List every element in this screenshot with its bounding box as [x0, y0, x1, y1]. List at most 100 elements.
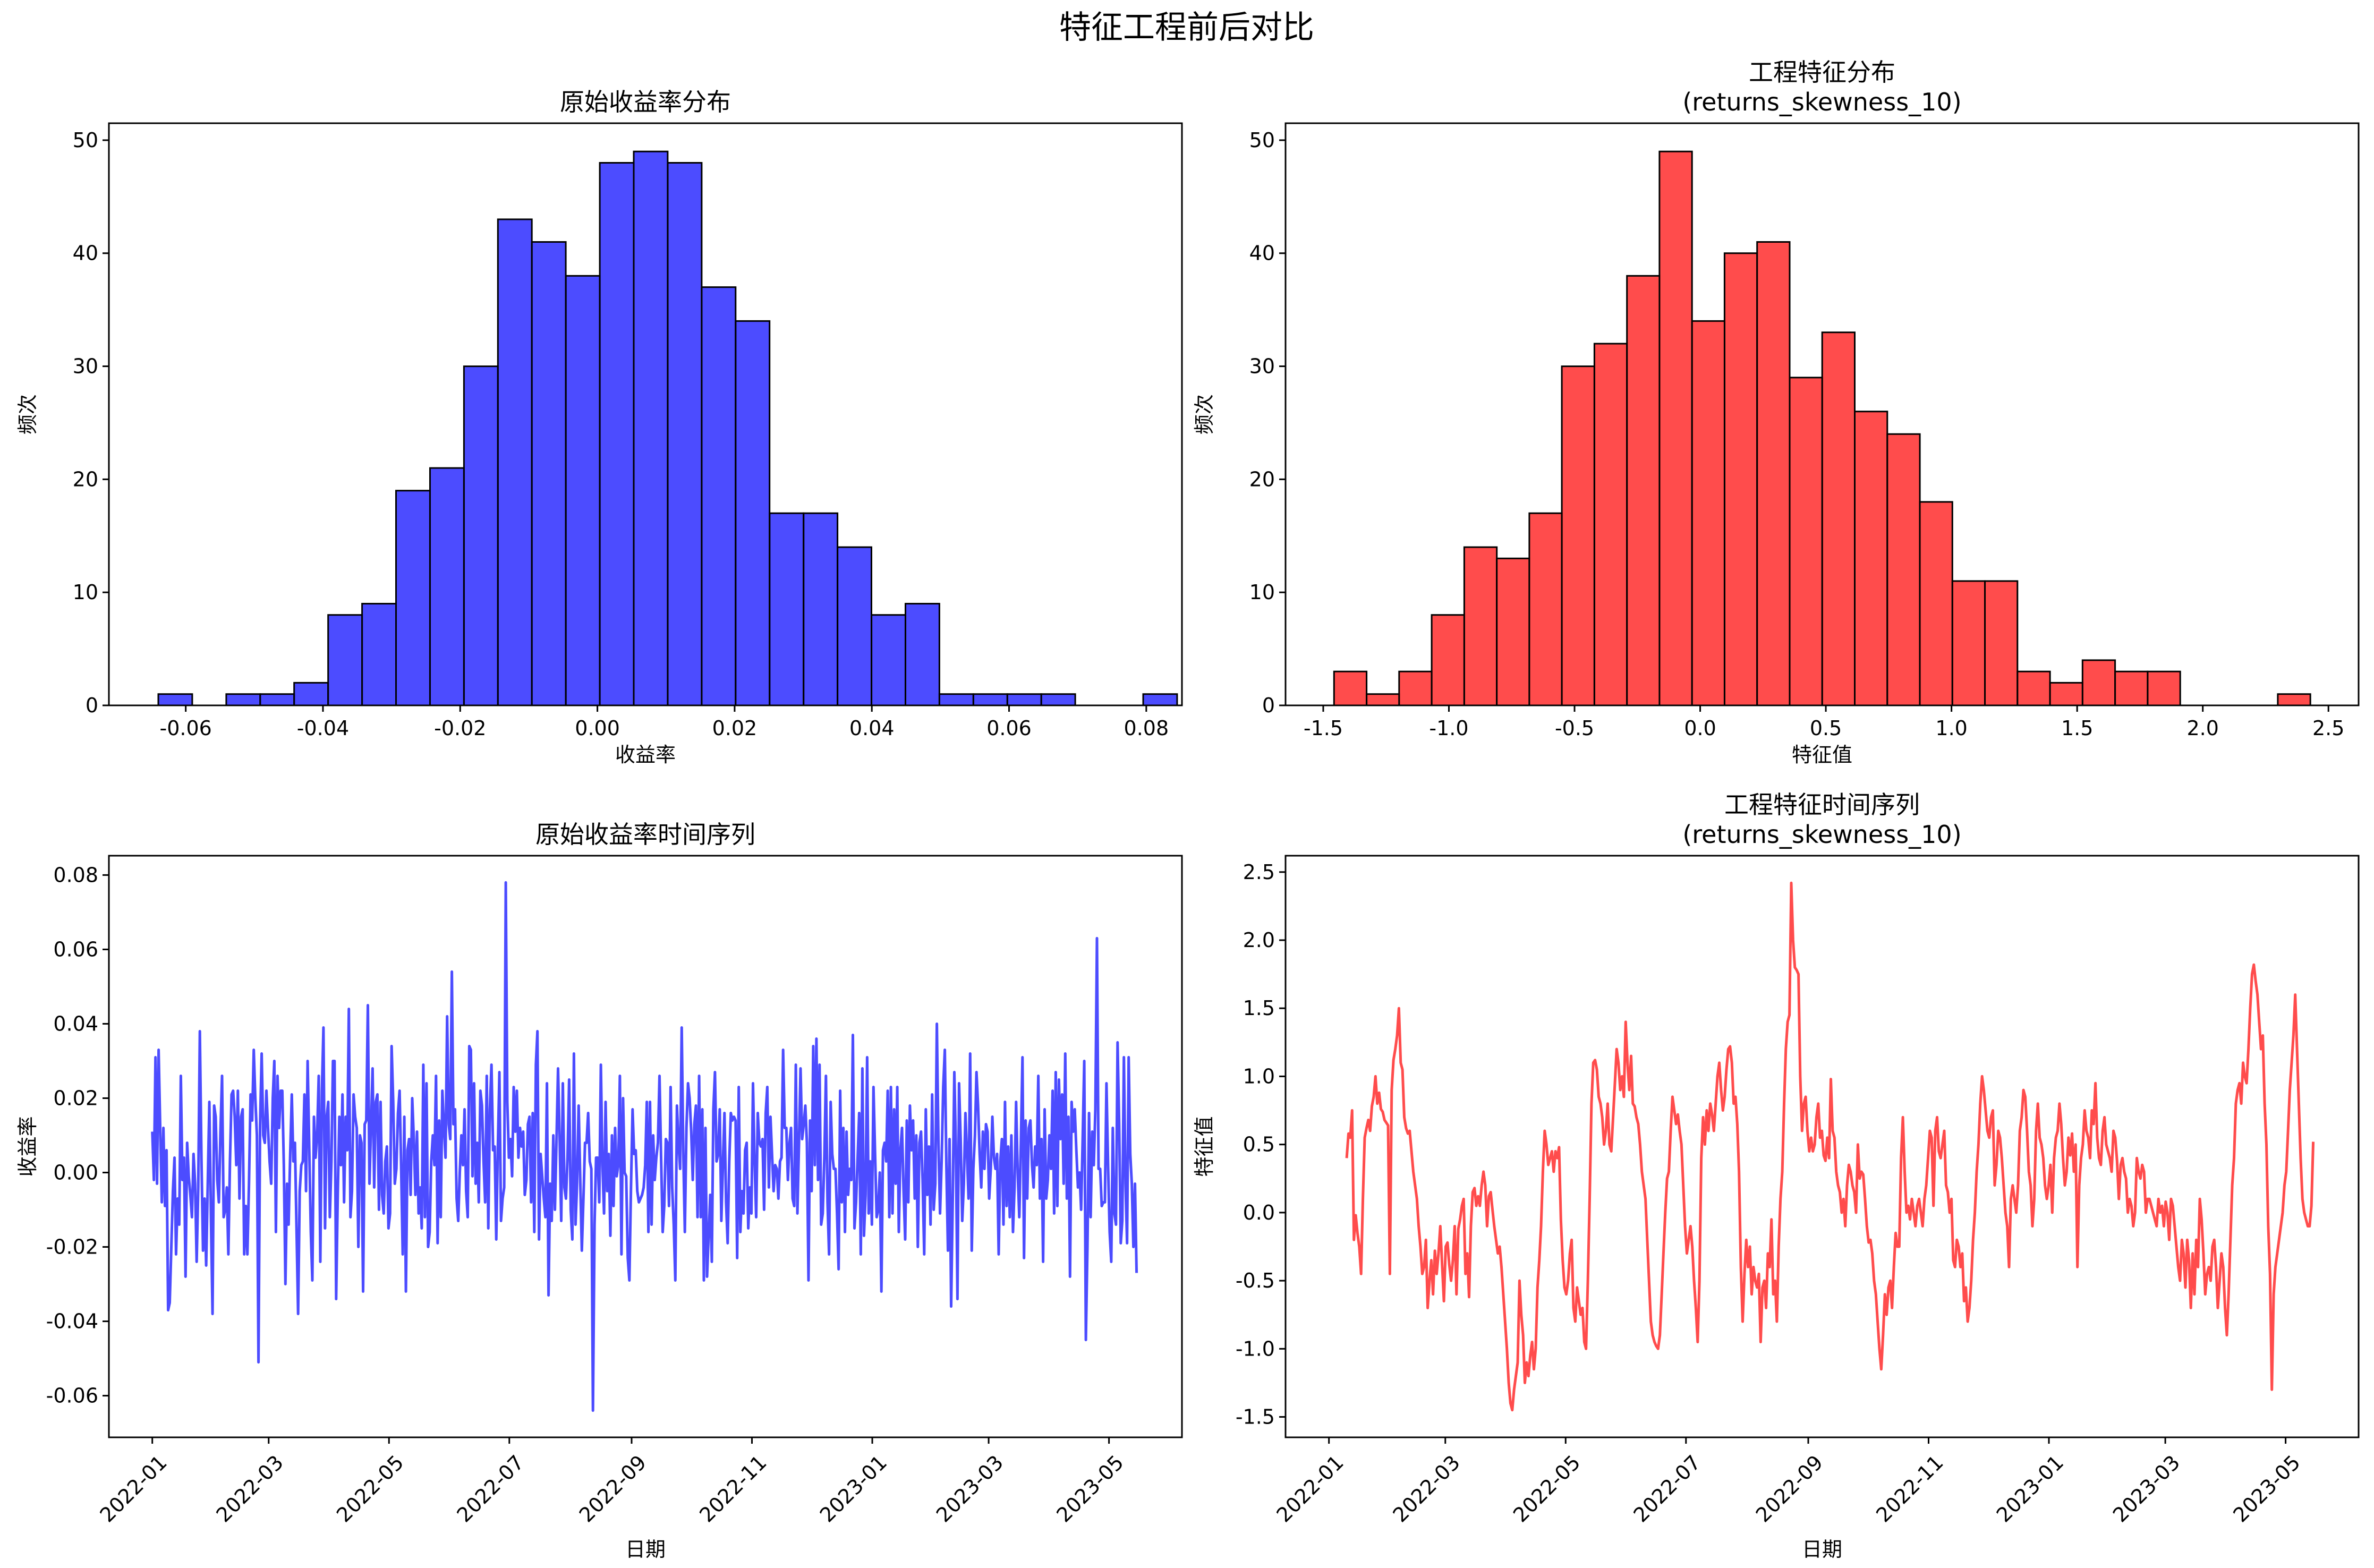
hist-returns-xtick-label-7: 0.08 — [1124, 717, 1169, 740]
hist-feature-xtick-label-1: -1.0 — [1429, 717, 1468, 740]
timeseries-feature-panel: 工程特征时间序列(returns_skewness_10) 2022-01 2022… — [1193, 790, 2360, 1561]
hist-returns-bar-18 — [769, 512, 805, 706]
hist-returns-bar-14 — [633, 150, 669, 706]
hist-returns-xtick-label-1: -0.04 — [297, 717, 349, 740]
hist-returns-bar-10 — [497, 218, 533, 706]
ts-feature-ytick-label-8: 2.5 — [1243, 860, 1275, 884]
ts-feature-ytick-label-0: -1.5 — [1236, 1405, 1275, 1429]
hist-feature-bar-1 — [1366, 693, 1400, 706]
hist-feature-bar-24 — [2114, 670, 2149, 706]
ts-returns-xlabel: 日期 — [625, 1538, 666, 1561]
hist-returns-bar-26 — [1040, 693, 1076, 706]
hist-feature-bar-7 — [1561, 365, 1595, 706]
hist-feature-ytick-label-5: 50 — [1249, 129, 1275, 152]
ts-returns-title: 原始收益率时间序列 — [535, 820, 755, 849]
ts-returns-xtick-label-7: 2023-03 — [932, 1451, 1008, 1527]
hist-feature-bar-18 — [1919, 501, 1953, 706]
ts-feature-ylabel: 特征值 — [1193, 1116, 1216, 1177]
hist-returns-bar-12 — [565, 275, 601, 706]
timeseries-returns-panel: 原始收益率时间序列 2022-01 2022-03 2022-05 2022-07 202… — [16, 820, 1183, 1561]
hist-feature-bar-6 — [1528, 512, 1563, 706]
ts-returns-ytick-label-3: 0.00 — [53, 1161, 98, 1184]
hist-feature-axes-frame — [1284, 122, 2360, 706]
ts-returns-ytick-label-4: 0.02 — [53, 1086, 98, 1110]
hist-feature-bar-10 — [1658, 150, 1693, 706]
hist-feature-bar-11 — [1691, 320, 1725, 706]
hist-returns-bar-13 — [599, 162, 635, 706]
ts-feature-xtick-label-4: 2022-09 — [1751, 1451, 1827, 1527]
ts-feature-ytick-label-1: -1.0 — [1236, 1337, 1275, 1360]
ts-feature-ytick-label-5: 1.0 — [1243, 1064, 1275, 1088]
hist-feature-xtick-label-4: 0.5 — [1810, 717, 1842, 740]
hist-feature-title: 工程特征分布 — [1749, 58, 1895, 87]
hist-feature-bar-16 — [1854, 411, 1888, 706]
hist-returns-bar-8 — [429, 467, 465, 706]
hist-returns-bar-24 — [972, 693, 1008, 706]
ts-returns-xtick-label-6: 2023-01 — [815, 1451, 891, 1527]
hist-feature-bar-3 — [1431, 614, 1465, 706]
ts-feature-axes-frame — [1284, 855, 2360, 1438]
ts-feature-ytick-label-6: 1.5 — [1243, 996, 1275, 1020]
ts-feature-xlabel: 日期 — [1802, 1538, 1842, 1561]
hist-feature-bar-17 — [1886, 433, 1921, 706]
hist-returns-bar-25 — [1006, 693, 1042, 706]
hist-feature-bar-2 — [1398, 670, 1433, 706]
hist-returns-ytick-label-2: 20 — [73, 467, 98, 491]
hist-feature-bar-12 — [1723, 252, 1758, 706]
ts-returns-xtick-label-4: 2022-09 — [575, 1451, 651, 1527]
hist-returns-ytick-label-1: 10 — [73, 581, 98, 604]
ts-returns-xtick-label-1: 2022-03 — [212, 1451, 288, 1527]
ts-returns-ytick-label-7: 0.08 — [53, 863, 98, 887]
ts-feature-xtick-label-8: 2023-05 — [2228, 1451, 2304, 1527]
hist-feature-ytick-label-2: 20 — [1249, 467, 1275, 491]
hist-returns-bar-3 — [259, 693, 295, 706]
hist-returns-xtick-label-2: -0.02 — [434, 717, 486, 740]
hist-returns-bar-16 — [701, 286, 737, 706]
hist-feature-subtitle: (returns_skewness_10) — [1682, 88, 1961, 116]
hist-returns-title: 原始收益率分布 — [560, 88, 731, 116]
ts-returns-xtick-label-2: 2022-05 — [332, 1451, 408, 1527]
hist-returns-bar-19 — [803, 512, 839, 706]
hist-returns-bar-23 — [938, 693, 974, 706]
hist-feature-bar-0 — [1333, 670, 1368, 706]
hist-feature-ytick-label-4: 40 — [1249, 242, 1275, 265]
hist-returns-bar-9 — [463, 365, 499, 706]
ts-feature-xtick-label-6: 2023-01 — [1992, 1451, 2068, 1527]
ts-feature-xtick-label-3: 2022-07 — [1629, 1451, 1705, 1527]
hist-feature-bar-9 — [1626, 275, 1661, 706]
hist-returns-bar-21 — [871, 614, 906, 706]
hist-feature-bar-13 — [1756, 241, 1791, 706]
ts-returns-ytick-label-1: -0.04 — [46, 1310, 98, 1333]
hist-feature-ytick-label-1: 10 — [1249, 581, 1275, 604]
ts-returns-ytick-label-5: 0.04 — [53, 1012, 98, 1035]
hist-feature-bar-14 — [1789, 377, 1823, 706]
ts-feature-xtick-label-0: 2022-01 — [1272, 1451, 1348, 1527]
hist-returns-bar-15 — [667, 162, 703, 706]
ts-returns-xtick-label-0: 2022-01 — [95, 1451, 171, 1527]
hist-feature-xtick-label-0: -1.5 — [1304, 717, 1343, 740]
hist-returns-xlabel: 收益率 — [615, 743, 676, 766]
ts-returns-series-line-0 — [151, 881, 1138, 1412]
ts-returns-ytick-label-6: 0.06 — [53, 938, 98, 961]
ts-feature-ytick-label-7: 2.0 — [1243, 928, 1275, 952]
hist-feature-bar-4 — [1463, 546, 1498, 706]
ts-feature-subtitle: (returns_skewness_10) — [1682, 820, 1961, 849]
ts-feature-ytick-label-2: -0.5 — [1236, 1269, 1275, 1292]
hist-feature-ylabel: 频次 — [1193, 394, 1216, 434]
hist-feature-bar-23 — [2081, 659, 2116, 706]
hist-returns-bar-7 — [395, 490, 431, 706]
ts-feature-title: 工程特征时间序列 — [1724, 790, 1920, 819]
ts-feature-xtick-label-2: 2022-05 — [1509, 1451, 1585, 1527]
histogram-feature-panel: 工程特征分布(returns_skewness_10) -1.5 -1.0 -0.5 0… — [1193, 58, 2360, 766]
hist-feature-xtick-label-5: 1.0 — [1935, 717, 1967, 740]
hist-returns-bar-22 — [905, 603, 940, 706]
hist-returns-bar-4 — [293, 681, 329, 706]
hist-feature-bar-21 — [2016, 670, 2051, 706]
ts-feature-ytick-label-3: 0.0 — [1243, 1201, 1275, 1224]
histogram-returns-panel: 原始收益率分布 -0.06 -0.04 -0.02 0.00 0.02 0.04 0.06 0.… — [16, 88, 1183, 766]
hist-returns-axes-frame — [108, 122, 1183, 706]
ts-returns-xtick-label-5: 2022-11 — [695, 1451, 771, 1527]
hist-returns-bar-17 — [735, 320, 771, 706]
ts-feature-ytick-label-4: 0.5 — [1243, 1133, 1275, 1156]
